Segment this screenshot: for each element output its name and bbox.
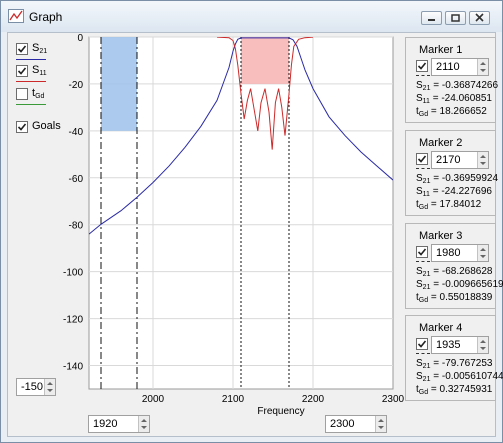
- marker-readout: S21 = -79.767253: [416, 358, 493, 370]
- close-button[interactable]: [469, 11, 490, 25]
- legend-label-goals: Goals: [32, 120, 61, 132]
- marker-readout: S21 = -0.36874266: [416, 80, 499, 92]
- xmax-spinner[interactable]: 2300: [325, 415, 387, 433]
- marker-frequency-value: 2110: [436, 61, 460, 73]
- title-bar[interactable]: Graph: [1, 1, 502, 32]
- marker-spin-arrows[interactable]: [477, 152, 488, 168]
- ymin-spinner[interactable]: -150: [16, 378, 56, 396]
- marker-title: Marker 4: [419, 322, 463, 334]
- goal-region: [101, 37, 137, 131]
- minimize-icon: [428, 19, 435, 21]
- marker-title: Marker 3: [419, 230, 463, 242]
- legend-swatch-tgd: [16, 104, 46, 105]
- x-tick-label: 2200: [302, 394, 325, 405]
- marker-line-swatch: [416, 261, 430, 262]
- y-tick-label: 0: [77, 33, 83, 44]
- xmin-value: 1920: [93, 418, 118, 430]
- legend-checkbox-s11[interactable]: [16, 65, 28, 77]
- graph-plot[interactable]: 2000 2100 2200 2300 0 -20 -40 -60 -80 -100 -120 -14…: [8, 33, 495, 436]
- legend-swatch-s21: [16, 59, 46, 60]
- marker-readout: tGd = 0.32745931: [416, 384, 493, 396]
- marker-group-3: Marker 3 1980 S21 = -68.268628 S21 = -0.009…: [405, 223, 503, 309]
- spin-arrows-icon: [378, 419, 384, 429]
- y-tick-label: -40: [69, 127, 84, 138]
- marker-readout: tGd = 18.266652: [416, 106, 487, 118]
- legend-checkbox-s21[interactable]: [16, 43, 28, 55]
- series-line-s11: [216, 37, 314, 150]
- legend-swatch-s11: [16, 81, 46, 82]
- x-tick-label: 2100: [222, 394, 245, 405]
- legend-label-tgd: tGd: [32, 87, 45, 100]
- legend-label-s11: S11: [32, 64, 47, 77]
- x-axis-label: Frequency: [257, 406, 304, 417]
- graph-client-area: S21 S11 tGd Goals 2000 2100 2200 2300 0 -20 -40 -6…: [7, 32, 503, 437]
- series-line-s21: [89, 37, 393, 235]
- marker-frequency-value: 1935: [436, 339, 461, 351]
- marker-enable-checkbox[interactable]: [416, 60, 428, 72]
- y-tick-label: -100: [63, 268, 83, 279]
- marker-enable-checkbox[interactable]: [416, 246, 428, 258]
- marker-readout: S11 = -24.227696: [416, 186, 492, 198]
- marker-frequency-spinner[interactable]: 2170: [431, 151, 489, 169]
- restore-icon: [451, 14, 460, 22]
- marker-spin-arrows[interactable]: [477, 59, 488, 75]
- xmin-spinner[interactable]: 1920: [88, 415, 150, 433]
- marker-frequency-spinner[interactable]: 1935: [431, 336, 489, 354]
- xmax-value: 2300: [330, 418, 355, 430]
- marker-enable-checkbox[interactable]: [416, 338, 428, 350]
- marker-readout: S21 = -0.0056107441: [416, 371, 503, 383]
- marker-group-4: Marker 4 1935 S21 = -79.767253 S21 = -0.005…: [405, 315, 503, 401]
- marker-title: Marker 1: [419, 44, 463, 56]
- marker-group-1: Marker 1 2110 S21 = -0.36874266 S11 = -24.0…: [405, 37, 499, 123]
- marker-title: Marker 2: [419, 137, 463, 149]
- marker-readout: tGd = 0.55018839: [416, 292, 493, 304]
- goal-region: [241, 37, 289, 84]
- marker-line-swatch: [416, 168, 430, 169]
- marker-enable-checkbox[interactable]: [416, 153, 428, 165]
- legend-checkbox-tgd[interactable]: [16, 88, 28, 100]
- marker-frequency-value: 2170: [436, 154, 461, 166]
- legend-checkbox-goals[interactable]: [16, 121, 28, 133]
- marker-frequency-value: 1980: [436, 247, 461, 259]
- marker-spin-arrows[interactable]: [477, 337, 488, 353]
- marker-spin-arrows[interactable]: [477, 245, 488, 261]
- xmax-spin-arrows[interactable]: [375, 416, 386, 432]
- window-title: Graph: [29, 10, 63, 24]
- marker-readout: tGd = 17.84012: [416, 199, 482, 211]
- marker-readout: S21 = -68.268628: [416, 266, 493, 278]
- minimize-button[interactable]: [421, 11, 442, 25]
- y-tick-label: -80: [69, 221, 84, 232]
- marker-readout: S21 = -0.36959924: [416, 173, 499, 185]
- marker-readout: S21 = -0.0096656196: [416, 279, 503, 291]
- ymin-value: -150: [21, 381, 44, 393]
- marker-group-2: Marker 2 2170 S21 = -0.36959924 S11 = -24.2…: [405, 130, 499, 216]
- graph-app-icon: [8, 9, 24, 23]
- y-tick-label: -120: [63, 315, 83, 326]
- restore-button[interactable]: [445, 11, 466, 25]
- ymin-spin-arrows[interactable]: [44, 379, 55, 395]
- spin-arrows-icon: [47, 382, 53, 392]
- close-icon: [475, 13, 484, 22]
- marker-frequency-spinner[interactable]: 2110: [431, 58, 489, 76]
- x-tick-label: 2300: [382, 394, 405, 405]
- marker-readout: S11 = -24.060851: [416, 93, 492, 105]
- x-tick-label: 2000: [142, 394, 165, 405]
- legend-label-s21: S21: [32, 42, 48, 55]
- spin-arrows-icon: [141, 419, 147, 429]
- marker-line-swatch: [416, 353, 430, 354]
- marker-frequency-spinner[interactable]: 1980: [431, 244, 489, 262]
- y-tick-label: -20: [69, 80, 84, 91]
- y-tick-label: -140: [63, 362, 83, 373]
- xmin-spin-arrows[interactable]: [138, 416, 149, 432]
- marker-line-swatch: [416, 75, 430, 76]
- y-tick-label: -60: [69, 174, 84, 185]
